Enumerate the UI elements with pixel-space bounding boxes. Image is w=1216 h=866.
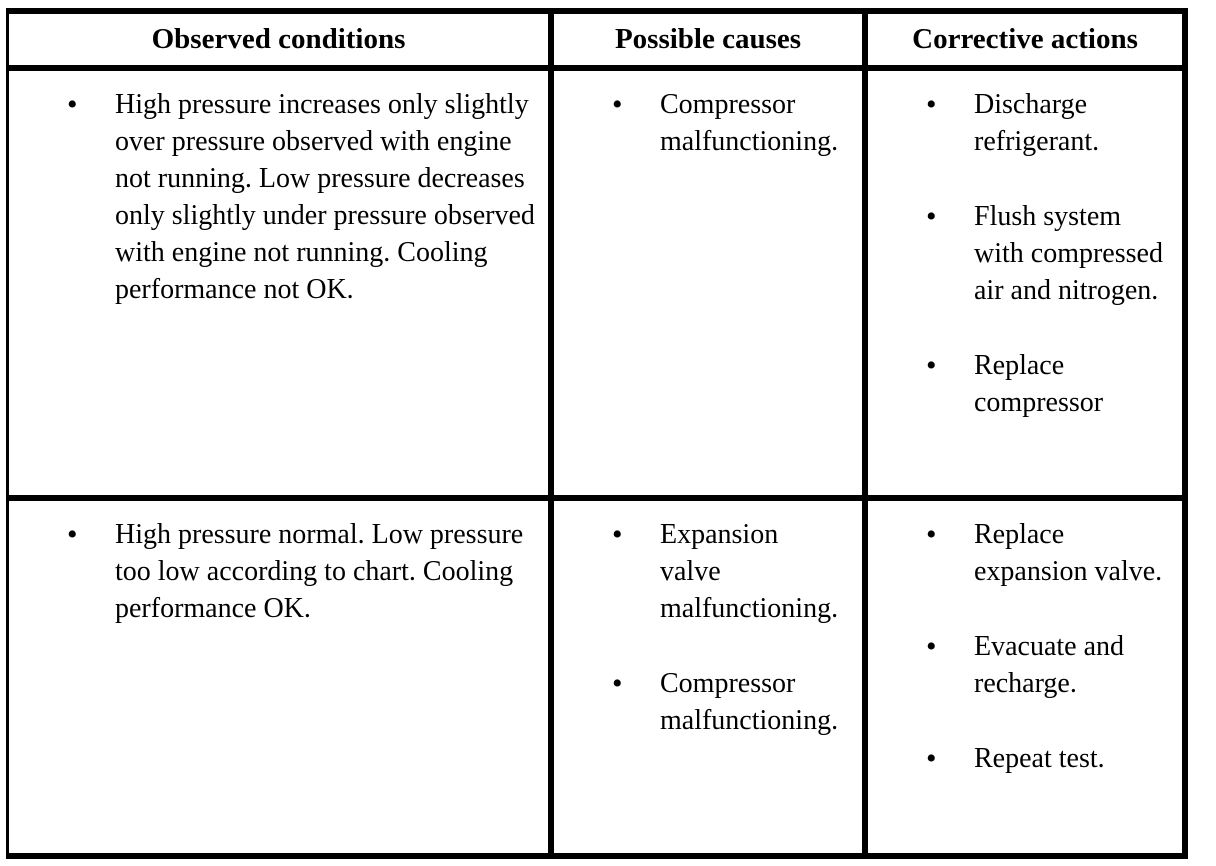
list-item-text: Replace expansion valve. [974, 519, 1163, 587]
list-item: • Repeat test. [868, 740, 1168, 777]
cell-row2-observed-conditions: • High pressure normal. Low pressure too… [9, 501, 554, 853]
list-item-text: Compressor malfunctioning. [660, 668, 839, 736]
bullet-icon: • [926, 88, 937, 121]
cell-row1-observed-conditions: • High pressure increases only slightly … [9, 71, 554, 501]
list-item-text: High pressure normal. Low pressure too l… [115, 519, 524, 624]
list-item-text: Evacuate and recharge. [974, 631, 1125, 699]
list-item-text: High pressure increases only slightly ov… [115, 89, 535, 305]
header-label: Corrective actions [912, 23, 1138, 55]
cell-row1-corrective-actions: • Discharge refrigerant. • Flush system … [868, 71, 1182, 501]
bullet-icon: • [612, 88, 623, 121]
bullet-icon: • [926, 630, 937, 663]
bullet-icon: • [926, 518, 937, 551]
bullet-icon: • [67, 518, 78, 551]
list-item: • Replace expansion valve. [868, 516, 1168, 590]
list-item: • High pressure normal. Low pressure too… [9, 516, 542, 627]
bullet-icon: • [612, 518, 623, 551]
list-item: • Replace compressor [868, 347, 1168, 421]
header-label: Possible causes [614, 23, 802, 55]
bullet-icon: • [926, 349, 937, 382]
bullet-icon: • [926, 742, 937, 775]
list-item: • High pressure increases only slightly … [9, 86, 542, 308]
troubleshooting-table: Observed conditions Possible causes Corr… [6, 8, 1188, 859]
list-item: • Compressor malfunctioning. [554, 665, 838, 739]
header-observed-conditions: Observed conditions [9, 14, 554, 71]
list-item-text: Discharge refrigerant. [974, 89, 1100, 157]
list-item: • Flush system with compressed air and n… [868, 198, 1168, 309]
list-item: • Expansion valve malfunctioning. [554, 516, 838, 627]
bullet-icon: • [612, 667, 623, 700]
list-item-text: Expansion valve malfunctioning. [660, 519, 839, 624]
cell-row2-possible-causes: • Expansion valve malfunctioning. • Comp… [554, 501, 868, 853]
header-possible-causes: Possible causes [554, 14, 868, 71]
header-corrective-actions: Corrective actions [868, 14, 1182, 71]
list-item: • Compressor malfunctioning. [554, 86, 838, 160]
bullet-icon: • [67, 88, 78, 121]
list-item: • Evacuate and recharge. [868, 628, 1168, 702]
header-label: Observed conditions [151, 23, 406, 55]
cell-row2-corrective-actions: • Replace expansion valve. • Evacuate an… [868, 501, 1182, 853]
list-item-text: Replace compressor [974, 350, 1104, 418]
list-item: • Discharge refrigerant. [868, 86, 1168, 160]
cell-row1-possible-causes: • Compressor malfunctioning. [554, 71, 868, 501]
bullet-icon: • [926, 200, 937, 233]
list-item-text: Repeat test. [974, 743, 1105, 774]
list-item-text: Compressor malfunctioning. [660, 89, 839, 157]
list-item-text: Flush system with compressed air and nit… [974, 201, 1163, 306]
